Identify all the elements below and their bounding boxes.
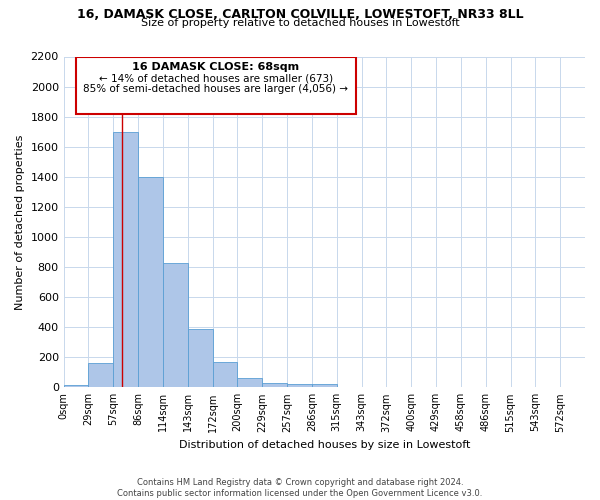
Text: 16 DAMASK CLOSE: 68sqm: 16 DAMASK CLOSE: 68sqm bbox=[132, 62, 299, 72]
Text: 85% of semi-detached houses are larger (4,056) →: 85% of semi-detached houses are larger (… bbox=[83, 84, 348, 94]
Bar bbox=[163, 262, 188, 388]
Text: Size of property relative to detached houses in Lowestoft: Size of property relative to detached ho… bbox=[140, 18, 460, 28]
Bar bbox=[312, 384, 337, 388]
Bar bbox=[238, 378, 262, 388]
Text: Contains HM Land Registry data © Crown copyright and database right 2024.
Contai: Contains HM Land Registry data © Crown c… bbox=[118, 478, 482, 498]
Bar bbox=[188, 328, 212, 388]
Bar bbox=[212, 362, 238, 388]
Text: 16, DAMASK CLOSE, CARLTON COLVILLE, LOWESTOFT, NR33 8LL: 16, DAMASK CLOSE, CARLTON COLVILLE, LOWE… bbox=[77, 8, 523, 20]
X-axis label: Distribution of detached houses by size in Lowestoft: Distribution of detached houses by size … bbox=[179, 440, 470, 450]
Text: ← 14% of detached houses are smaller (673): ← 14% of detached houses are smaller (67… bbox=[98, 73, 332, 83]
Bar bbox=[262, 383, 287, 388]
Bar bbox=[64, 385, 88, 388]
FancyBboxPatch shape bbox=[76, 56, 356, 114]
Bar bbox=[88, 363, 113, 388]
Bar bbox=[113, 132, 138, 388]
Bar bbox=[287, 384, 312, 388]
Bar bbox=[138, 177, 163, 388]
Y-axis label: Number of detached properties: Number of detached properties bbox=[15, 134, 25, 310]
